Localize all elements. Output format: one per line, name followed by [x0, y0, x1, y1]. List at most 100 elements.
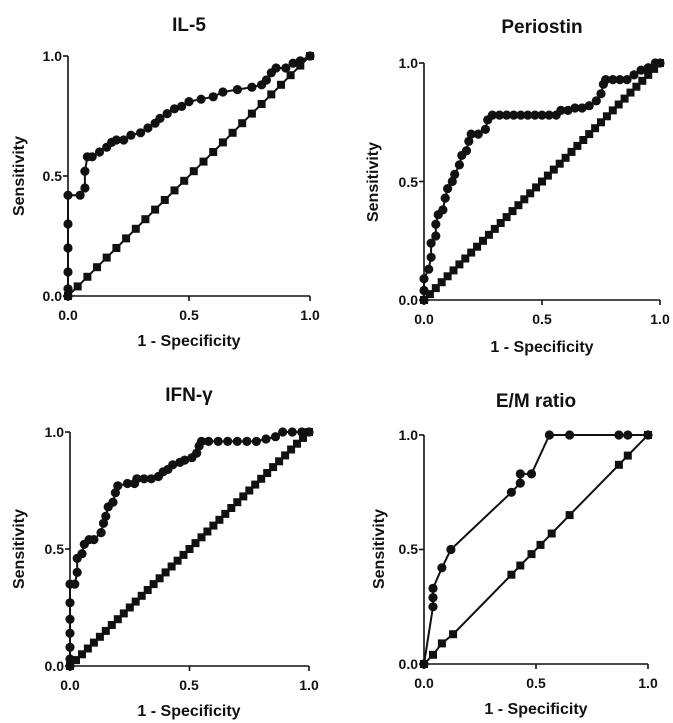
reference-point	[614, 460, 623, 469]
roc-point	[426, 238, 436, 248]
roc-point	[428, 593, 438, 603]
roc-point	[526, 469, 537, 479]
roc-point	[143, 123, 153, 133]
reference-line	[423, 434, 649, 665]
y-tick-label: 0.5	[45, 541, 65, 557]
reference-point	[585, 130, 594, 139]
reference-point	[203, 527, 212, 536]
roc-panel-em-ratio: E/M ratio 0.0 0.5 1.0 0.0 0.5 1.0 1 - Sp…	[371, 391, 658, 718]
x-tick-label: 1.0	[650, 311, 670, 327]
roc-point	[431, 219, 441, 229]
reference-point	[473, 242, 482, 251]
reference-point	[101, 626, 110, 635]
roc-point	[565, 430, 575, 440]
reference-point	[113, 615, 122, 624]
roc-point	[494, 110, 505, 120]
roc-point	[196, 94, 206, 104]
reference-point	[170, 186, 179, 195]
roc-point	[196, 436, 207, 446]
roc-point	[614, 430, 624, 440]
roc-point	[94, 147, 105, 157]
reference-point	[567, 147, 576, 156]
reference-point	[526, 189, 535, 198]
roc-point	[180, 455, 190, 465]
roc-point	[96, 528, 106, 538]
reference-point	[269, 463, 278, 472]
roc-point	[544, 110, 554, 120]
roc-point	[480, 124, 490, 134]
reference-point	[565, 511, 574, 520]
reference-point	[490, 224, 499, 233]
roc-point	[584, 101, 594, 111]
roc-point	[537, 110, 547, 120]
y-tick-label: 0.5	[43, 168, 63, 184]
y-tick-label: 0.5	[399, 174, 419, 190]
reference-point	[89, 638, 98, 647]
reference-point	[561, 153, 570, 162]
reference-point	[209, 148, 218, 156]
roc-point	[440, 193, 450, 203]
y-tick-label: 1.0	[399, 427, 419, 443]
reference-point	[467, 248, 476, 257]
roc-point	[119, 135, 129, 145]
plot-area	[65, 427, 314, 671]
x-tick-label: 1.0	[300, 307, 320, 323]
x-tick-label: 0.5	[526, 675, 546, 691]
roc-point	[261, 75, 271, 85]
reference-point	[227, 504, 236, 512]
reference-point	[83, 644, 92, 653]
reference-point	[119, 609, 128, 618]
roc-point	[431, 231, 441, 241]
roc-point	[113, 481, 123, 491]
roc-point	[169, 104, 180, 114]
reference-point	[215, 515, 224, 524]
reference-point	[287, 445, 296, 454]
roc-point	[515, 478, 525, 488]
roc-point	[204, 436, 214, 446]
roc-point	[287, 427, 297, 437]
reference-point	[93, 263, 101, 272]
y-tick-label: 0.0	[43, 288, 63, 304]
reference-point	[73, 282, 82, 291]
reference-point	[437, 639, 446, 648]
roc-point	[98, 518, 109, 528]
roc-panel-periostin: Periostin 0.0 0.5 1.0 0.0 0.5 1.0 1 - Sp…	[365, 17, 670, 356]
reference-point	[185, 545, 194, 553]
x-axis-label: 1 - Specificity	[484, 701, 587, 718]
reference-point	[597, 118, 605, 127]
reference-point	[275, 457, 284, 466]
reference-point	[286, 71, 295, 80]
roc-point	[184, 97, 194, 107]
reference-point	[141, 215, 150, 224]
reference-point	[502, 213, 511, 222]
reference-point	[149, 580, 158, 589]
reference-point	[455, 260, 464, 269]
reference-point	[650, 64, 659, 73]
reference-point	[620, 94, 629, 103]
reference-point	[644, 70, 653, 79]
reference-point	[543, 171, 552, 180]
roc-point	[111, 135, 121, 145]
reference-point	[112, 244, 121, 252]
x-tick-label: 0.0	[58, 307, 78, 323]
y-axis-label: Sensitivity	[11, 509, 28, 589]
roc-point	[75, 190, 85, 200]
roc-point	[622, 75, 632, 85]
roc-point	[437, 563, 447, 573]
reference-point	[251, 480, 260, 489]
x-tick-label: 0.5	[179, 307, 199, 323]
x-tick-label: 0.0	[414, 311, 434, 327]
reference-point	[197, 533, 206, 542]
reference-point	[143, 586, 152, 594]
roc-point	[288, 58, 298, 68]
roc-point	[192, 448, 202, 458]
x-tick-label: 0.5	[179, 677, 199, 693]
y-tick-label: 0.0	[399, 656, 419, 672]
reference-point	[638, 76, 647, 85]
roc-point	[596, 89, 606, 99]
reference-point	[299, 433, 307, 442]
roc-point	[89, 535, 99, 545]
reference-point	[514, 201, 523, 210]
plot-area	[63, 51, 315, 301]
